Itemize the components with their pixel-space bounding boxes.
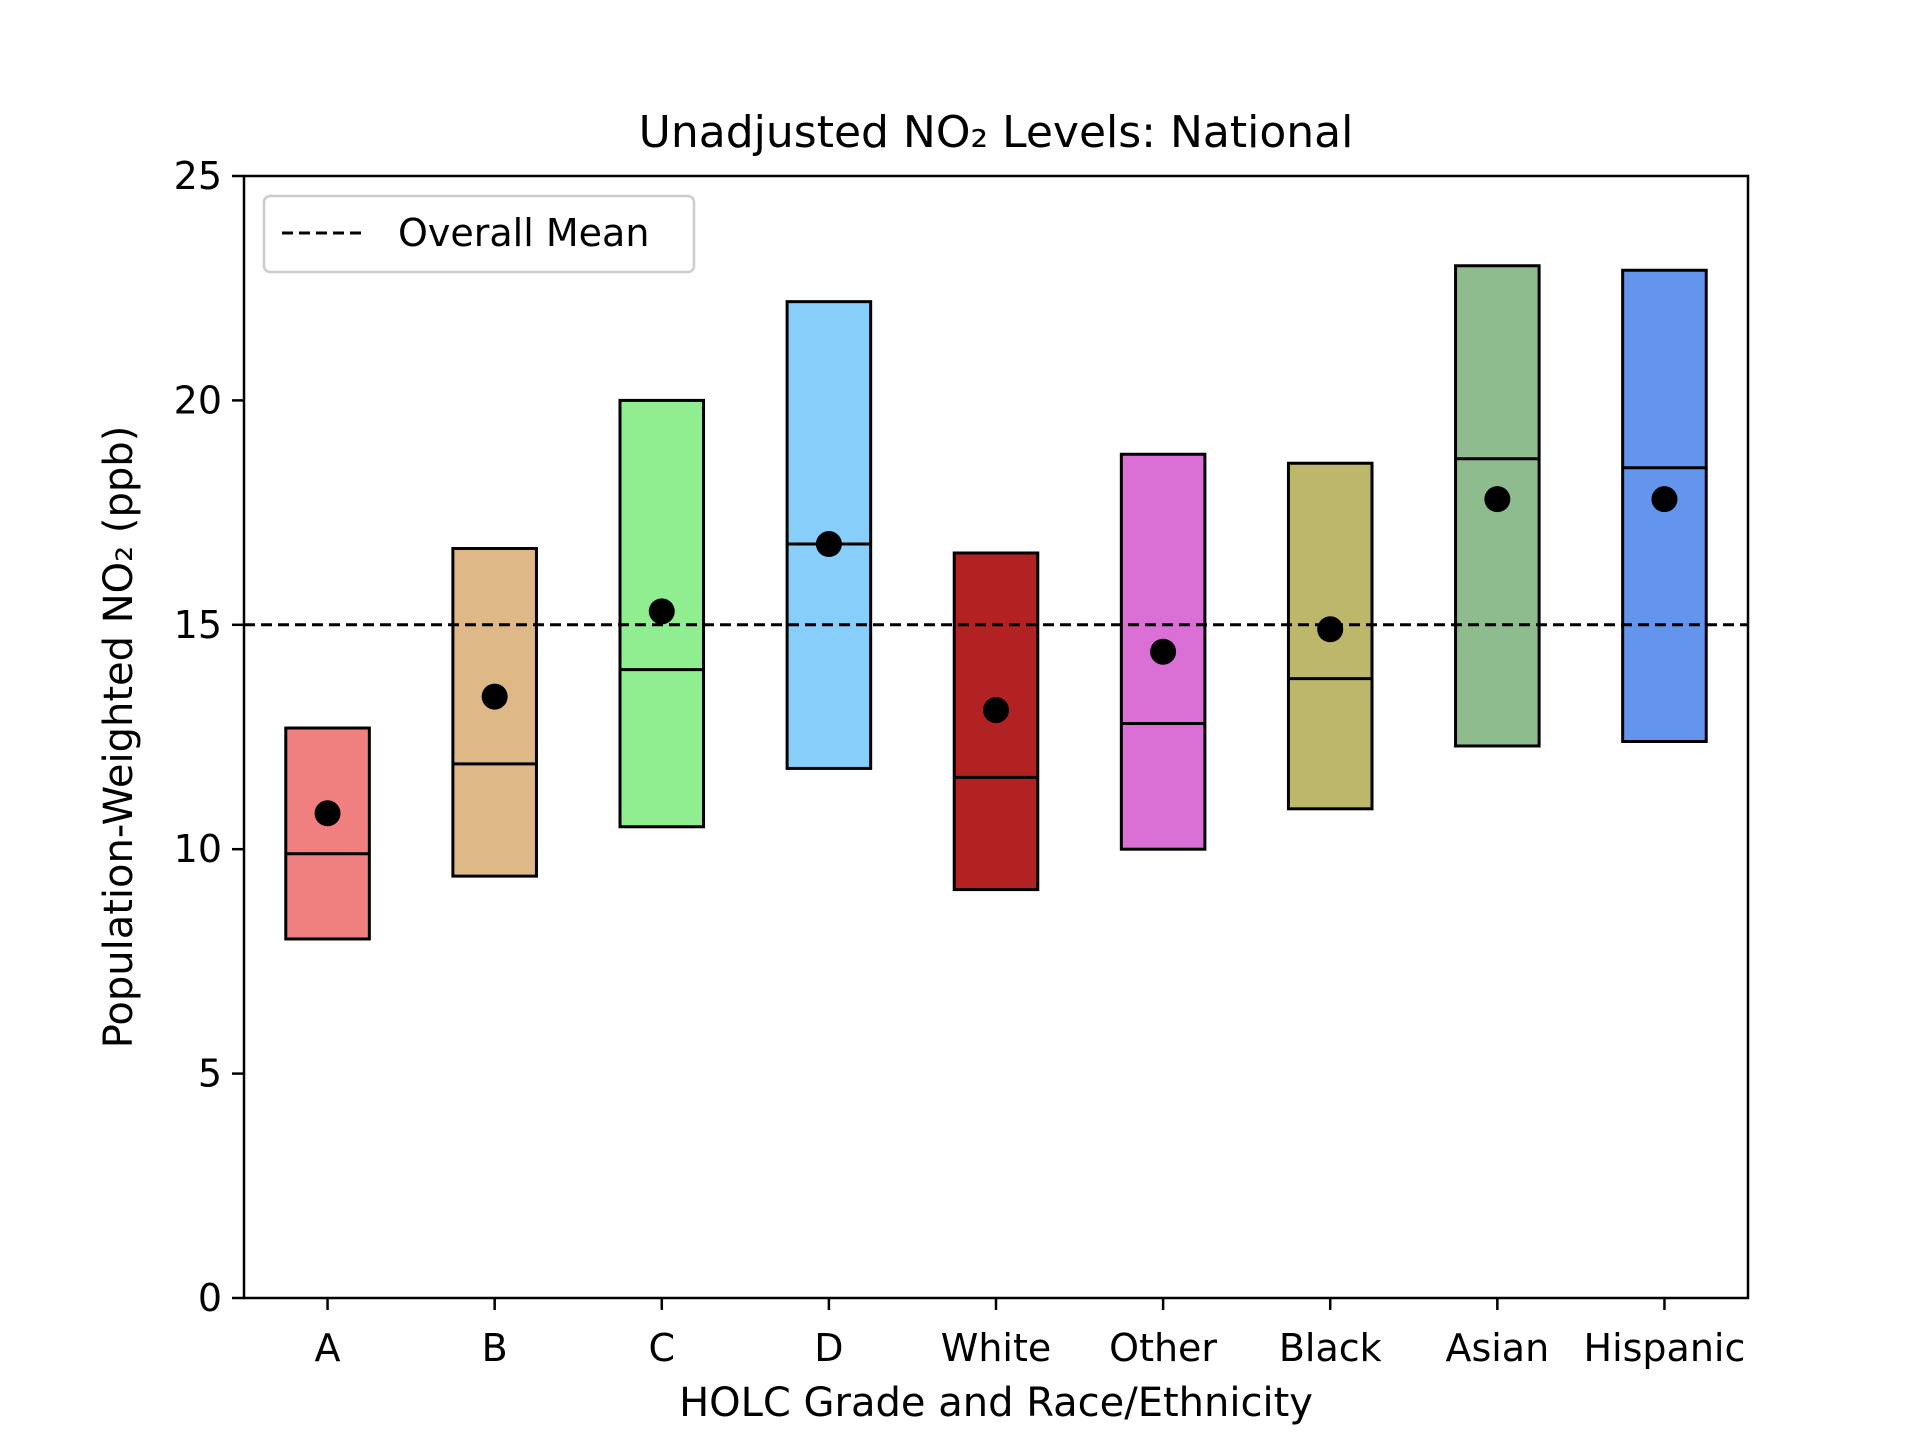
x-tick-label-white: White	[941, 1326, 1052, 1370]
x-tick-label-asian: Asian	[1445, 1326, 1549, 1370]
y-tick-label: 25	[174, 154, 222, 198]
boxes-layer	[284, 264, 1708, 941]
mean-point-black	[1317, 616, 1344, 643]
x-tick-label-other: Other	[1109, 1326, 1217, 1370]
box-a	[284, 726, 371, 941]
box-b	[451, 547, 538, 878]
x-tick-label-black: Black	[1279, 1326, 1382, 1370]
mean-point-other	[1150, 638, 1177, 665]
mean-point-a	[314, 800, 341, 827]
x-tick-label-d: D	[814, 1326, 843, 1370]
x-axis-label: HOLC Grade and Race/Ethnicity	[679, 1380, 1313, 1426]
x-tick-label-hispanic: Hispanic	[1584, 1326, 1746, 1370]
mean-point-asian	[1484, 486, 1511, 513]
mean-point-b	[481, 683, 508, 710]
y-tick-label: 15	[174, 603, 222, 647]
legend: Overall Mean	[262, 194, 696, 274]
mean-point-hispanic	[1651, 486, 1678, 513]
mean-markers-layer	[314, 486, 1678, 827]
y-tick-label: 0	[198, 1276, 222, 1320]
legend-entry-overall-mean: Overall Mean	[398, 211, 649, 255]
x-tick-label-a: A	[315, 1326, 341, 1370]
x-tick-label-c: C	[649, 1326, 676, 1370]
mean-point-white	[983, 697, 1009, 724]
y-axis-ticks: 0 5 10 15 20 25	[174, 154, 244, 1320]
y-tick-label: 20	[174, 378, 222, 422]
chart-title: Unadjusted NO₂ Levels: National	[639, 107, 1354, 158]
y-axis-label: Population-Weighted NO₂ (ppb)	[96, 426, 142, 1049]
mean-point-d	[815, 531, 842, 558]
y-tick-label: 10	[174, 827, 222, 871]
x-axis-ticks: A B C D White Other Black Asian Hispanic	[315, 1298, 1746, 1370]
y-tick-label: 5	[198, 1052, 222, 1096]
mean-point-c	[648, 598, 675, 625]
legend-frame	[262, 194, 696, 274]
x-tick-label-b: B	[482, 1326, 508, 1370]
